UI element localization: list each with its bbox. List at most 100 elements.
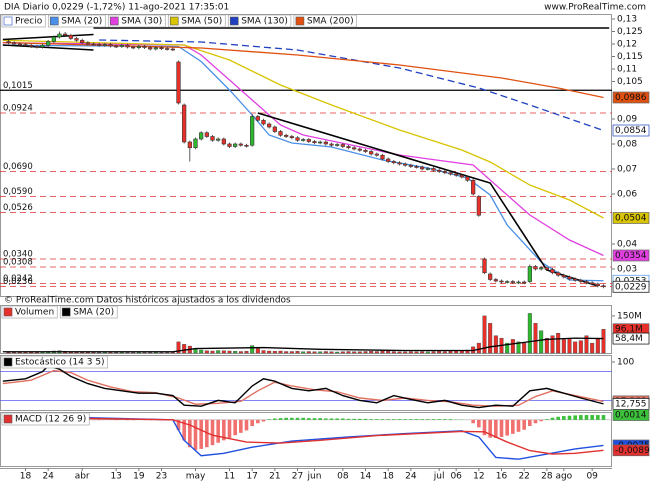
candle-body <box>165 48 170 50</box>
legend-box <box>47 14 106 28</box>
volume-bar <box>561 339 566 354</box>
legend-swatch <box>229 16 239 26</box>
volume-bar <box>323 351 328 354</box>
candle-body <box>590 282 595 285</box>
value-box-label: 96,1M <box>615 325 643 335</box>
stochastic-frame <box>0 355 612 411</box>
legend-box <box>1 14 46 28</box>
histogram-bar <box>369 419 373 420</box>
candle-body <box>136 46 141 49</box>
candle-body <box>595 283 600 287</box>
volume-bar <box>357 351 362 354</box>
volume-bar <box>363 351 368 354</box>
candle-body <box>544 267 549 270</box>
histogram-bar <box>227 419 232 438</box>
histogram-bar <box>528 419 532 426</box>
y-tick-label: 0,03 <box>617 265 637 275</box>
volume-bar <box>301 351 306 354</box>
histogram-bar <box>290 417 294 420</box>
candle-body <box>199 132 204 140</box>
histogram-bar <box>222 419 226 441</box>
x-tick-label: 08 <box>337 472 349 482</box>
legend-swatch <box>169 16 179 26</box>
candle-body <box>550 269 555 274</box>
histogram-bar <box>392 419 396 420</box>
candle-body <box>51 36 56 42</box>
legend-box <box>293 14 357 28</box>
candle-body <box>6 41 11 44</box>
histogram-bar <box>562 416 566 420</box>
histogram-bar <box>590 415 594 420</box>
value-box <box>612 124 650 137</box>
x-tick-label: 24 <box>405 472 417 482</box>
y-tick-label: 0,09 <box>617 115 637 125</box>
y-tick-label: 0,08 <box>617 140 637 150</box>
legend-box <box>227 14 292 28</box>
histogram-bar <box>511 419 515 434</box>
candle-body <box>357 148 362 151</box>
volume-bar <box>573 341 578 354</box>
volume-bar <box>295 351 300 354</box>
volume-bar <box>482 315 487 354</box>
candle-body <box>584 281 589 284</box>
candle-body <box>131 46 136 49</box>
candle-body <box>397 162 402 165</box>
histogram-bar <box>431 419 436 420</box>
volume-bar <box>584 335 589 354</box>
volume-bar <box>391 351 396 354</box>
volume-bar <box>210 350 215 354</box>
volume-bar <box>312 351 317 354</box>
candle-body <box>34 46 39 48</box>
volume-bar <box>397 351 402 354</box>
value-box-label: 0,0986 <box>615 93 647 103</box>
candle-body <box>284 134 289 137</box>
histogram-bar <box>482 419 487 436</box>
volume-bar <box>284 351 289 354</box>
volume-bar <box>216 350 221 354</box>
legend-swatch <box>3 357 13 367</box>
candle-body <box>573 278 578 281</box>
volume-bar <box>595 337 600 354</box>
candle-body <box>63 33 68 36</box>
candle-body <box>68 34 73 39</box>
y-tick-label: 150M <box>617 311 642 321</box>
legend-box <box>1 355 108 369</box>
candle-body <box>340 144 345 147</box>
candle-body <box>119 44 124 47</box>
candle-body <box>102 44 107 46</box>
candle-body <box>499 280 504 283</box>
histogram-bar <box>233 419 237 436</box>
volume-bar <box>329 351 334 354</box>
histogram-bar <box>516 419 521 432</box>
volume-bar <box>255 348 260 354</box>
y-tick-label: 0,04 <box>617 240 637 250</box>
volume-bar <box>227 350 232 354</box>
legend-box <box>167 14 226 28</box>
histogram-bar <box>437 419 441 420</box>
histogram-bar <box>352 418 356 420</box>
candle-body <box>255 116 260 121</box>
volume-bar <box>204 350 209 354</box>
candle-body <box>221 138 226 145</box>
value-box <box>612 249 650 262</box>
histogram-bar <box>341 418 345 420</box>
x-tick-label: abr <box>75 472 90 482</box>
candle-body <box>323 141 328 145</box>
trend-line <box>2 44 94 51</box>
y-tick-label: 0,13 <box>617 15 637 25</box>
volume-bar <box>505 342 510 354</box>
volume-bar <box>522 342 527 354</box>
header-title: DIA Diario 0,0229 (-1,72%) 11-ago-2021 1… <box>4 3 229 13</box>
candle-body <box>601 285 606 288</box>
volume-bar <box>488 323 493 354</box>
candle-body <box>567 276 572 280</box>
value-box-label: 0,0354 <box>615 251 647 261</box>
candle-body <box>306 139 311 142</box>
x-tick-label: jun <box>307 472 322 482</box>
histogram-bar <box>284 417 288 420</box>
volume-bar <box>567 337 572 354</box>
histogram-bar <box>363 418 368 420</box>
candle-body <box>91 43 96 46</box>
candle-body <box>187 141 192 149</box>
